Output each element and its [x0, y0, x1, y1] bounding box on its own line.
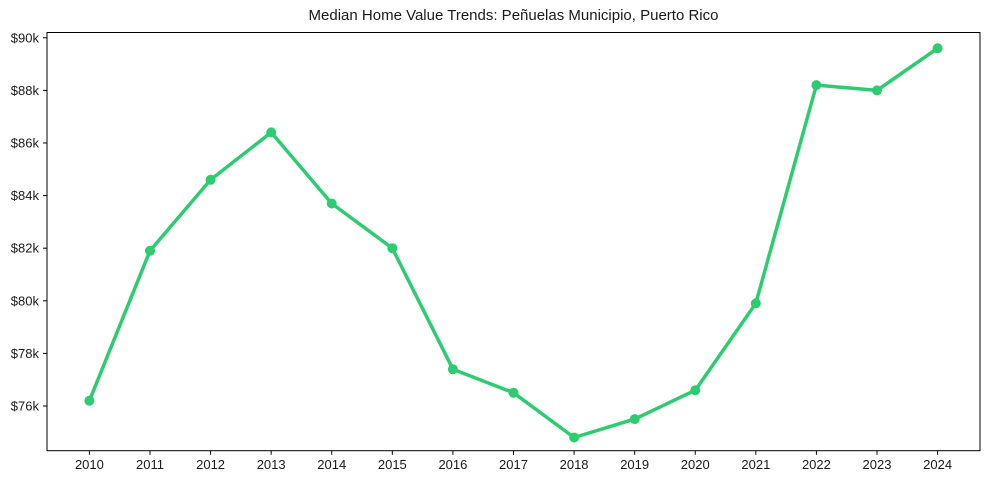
x-tick-label: 2011	[136, 457, 164, 472]
data-point-2020	[690, 385, 701, 396]
data-point-2014	[326, 198, 337, 209]
data-point-2018	[569, 432, 580, 443]
x-tick-label: 2023	[863, 457, 892, 472]
x-tick-label: 2012	[196, 457, 225, 472]
x-tick-label: 2021	[741, 457, 770, 472]
x-tick-label: 2024	[923, 457, 952, 472]
y-tick-label: $86k	[11, 135, 40, 150]
data-point-2021	[750, 298, 761, 309]
data-point-2012	[205, 174, 216, 185]
x-tick-label: 2019	[620, 457, 649, 472]
y-tick-label: $82k	[11, 241, 40, 256]
data-point-2013	[266, 127, 277, 138]
x-tick-label: 2010	[75, 457, 104, 472]
y-tick-label: $78k	[11, 346, 40, 361]
y-tick-label: $90k	[11, 30, 40, 45]
data-point-2010	[84, 395, 95, 406]
data-point-2023	[872, 85, 882, 96]
x-tick-label: 2016	[438, 457, 467, 472]
y-tick-label: $84k	[11, 188, 40, 203]
y-tick-label: $88k	[11, 83, 40, 98]
data-point-2016	[447, 364, 458, 375]
x-tick-label: 2014	[317, 457, 346, 472]
x-tick-label: 2013	[257, 457, 286, 472]
chart-title: Median Home Value Trends: Peñuelas Munic…	[308, 7, 719, 24]
x-tick-label: 2017	[499, 457, 528, 472]
data-point-2024	[932, 43, 943, 54]
x-tick-label: 2020	[681, 457, 710, 472]
data-point-2022	[811, 80, 822, 91]
y-tick-label: $76k	[11, 398, 40, 413]
data-point-2019	[629, 414, 640, 425]
y-tick-label: $80k	[11, 293, 40, 308]
plot-area-border	[46, 32, 981, 452]
data-point-2015	[387, 243, 398, 254]
x-tick-label: 2018	[560, 457, 589, 472]
data-point-2017	[508, 387, 519, 398]
x-tick-label: 2015	[378, 457, 407, 472]
x-tick-label: 2022	[802, 457, 831, 472]
data-point-2011	[145, 245, 155, 256]
